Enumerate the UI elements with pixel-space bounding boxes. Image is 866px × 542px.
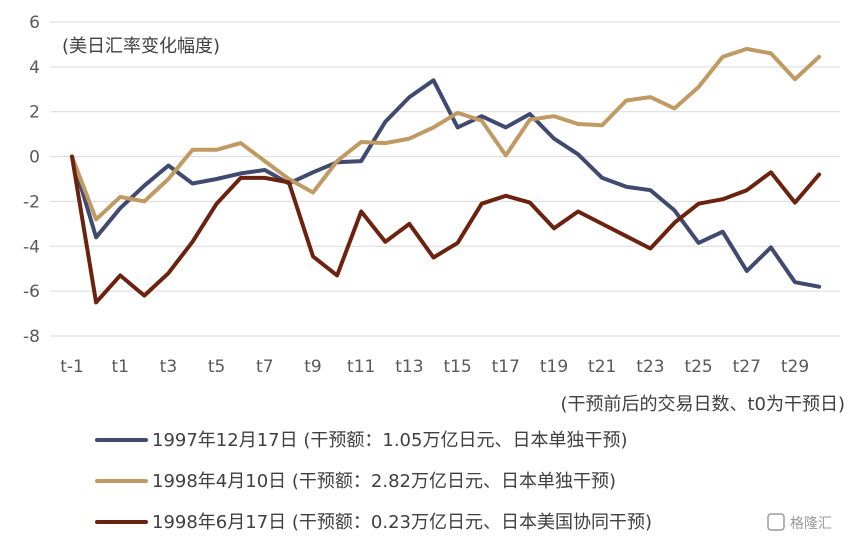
y-tick-label: 4 (29, 58, 40, 78)
y-tick-label: 0 (29, 148, 40, 168)
legend: 1997年12月17日 (干预额：1.05万亿日元、日本单独干预) 1998年4月… (95, 430, 652, 533)
watermark-logo-icon (767, 513, 785, 531)
series-line-1 (70, 78, 822, 289)
y-tick-label: -6 (23, 282, 40, 302)
x-tick-label: t3 (160, 357, 177, 377)
legend-label-2: 1998年4月10日 (干预额：2.82万亿日元、日本单独干预) (152, 471, 616, 492)
y-tick-label: -8 (23, 327, 40, 347)
x-tick-label: t23 (636, 357, 664, 377)
y-tick-label: -2 (23, 192, 40, 212)
series-line-3 (70, 154, 822, 305)
y-tick-label: -4 (23, 237, 40, 257)
x-tick-label: t7 (256, 357, 273, 377)
x-tick-label: t9 (304, 357, 321, 377)
x-tick-label: t-1 (60, 357, 84, 377)
x-tick-label: t29 (781, 357, 809, 377)
series-line-2 (70, 46, 822, 222)
series-lines (70, 46, 822, 305)
y-tick-label: 6 (29, 13, 40, 33)
x-tick-label: t27 (733, 357, 761, 377)
x-axis-label: (干预前后的交易日数、t0为干预日) (560, 394, 845, 415)
x-tick-label: t25 (684, 357, 712, 377)
x-tick-label: t21 (588, 357, 616, 377)
x-tick-label: t17 (492, 357, 520, 377)
legend-label-3: 1998年6月17日 (干预额：0.23万亿日元、日本美国协同干预) (152, 512, 652, 533)
legend-label-1: 1997年12月17日 (干预额：1.05万亿日元、日本单独干预) (152, 430, 627, 451)
gridlines (50, 21, 840, 337)
watermark-text: 格隆汇 (790, 516, 832, 532)
y-axis-ticks: 6 4 2 0 -2 -4 -6 -8 (23, 13, 40, 347)
x-axis-ticks: t-1 t1 t3 t5 t7 t9 t11 t13 t15 t17 t19 t21 t23 t25 t27… (60, 357, 809, 377)
x-tick-label: t19 (540, 357, 568, 377)
x-tick-label: t5 (208, 357, 225, 377)
x-tick-label: t13 (395, 357, 423, 377)
x-tick-label: t1 (111, 357, 128, 377)
y-tick-label: 2 (29, 103, 40, 123)
x-tick-label: t11 (347, 357, 375, 377)
y-axis-label: (美日汇率变化幅度) (62, 36, 220, 57)
watermark: 格隆汇 (767, 513, 832, 532)
x-tick-label: t15 (443, 357, 471, 377)
